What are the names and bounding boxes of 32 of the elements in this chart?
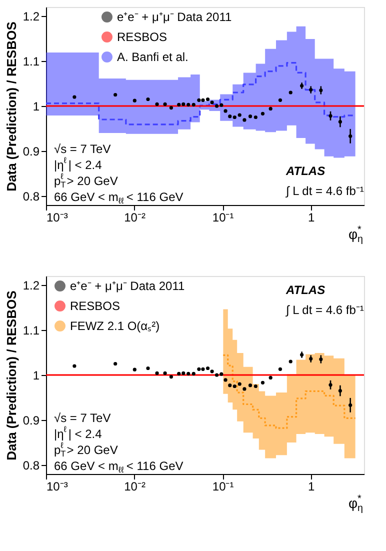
legend-label: RESBOS [70,299,120,313]
y-tick-label: 1.1 [22,54,40,68]
annotation: √s = 7 TeV [54,411,111,425]
y-tick-label: 1.1 [22,324,40,338]
legend-label: FEWZ 2.1 O(αₛ²) [70,319,160,333]
annotation: ATLAS [285,164,326,178]
legend-label: RESBOS [117,30,168,44]
y-tick-label: 1.2 [22,278,40,292]
y-tick-label: 1.2 [22,10,40,24]
x-tick-label: 1 [308,480,316,494]
legend-label: A. Banfi et al. [117,50,188,64]
x-tick-label: 10⁻¹ [212,480,234,494]
y-tick-label: 0.9 [22,414,40,428]
annotation: ∫ L dt = 4.6 fb⁻¹ [285,184,364,198]
y-tick-label: 0.9 [22,144,40,158]
annotation: ∫ L dt = 4.6 fb⁻¹ [285,303,364,317]
y-axis-title: Data (Prediction) / RESBOS [4,290,19,460]
x-tick-label: 10⁻² [124,480,146,494]
y-tick-label: 0.8 [22,190,40,204]
annotation: ATLAS [285,283,326,297]
legend-label: e⁺e⁻ + μ⁺μ⁻ Data 2011 [70,279,185,293]
y-axis-title: Data (Prediction) / RESBOS [4,21,19,192]
y-tick-label: 1 [32,100,40,114]
legend-label: e⁺e⁻ + μ⁺μ⁻ Data 2011 [117,10,232,24]
x-tick-label: 10⁻² [124,210,146,224]
x-tick-label: 1 [308,210,316,224]
y-tick-label: 1 [32,368,40,382]
x-tick-label: 10⁻¹ [212,210,234,224]
annotation: √s = 7 TeV [54,142,111,156]
x-tick-label: 10⁻³ [46,210,68,224]
y-tick-label: 0.8 [22,458,40,472]
x-tick-label: 10⁻³ [46,480,68,494]
